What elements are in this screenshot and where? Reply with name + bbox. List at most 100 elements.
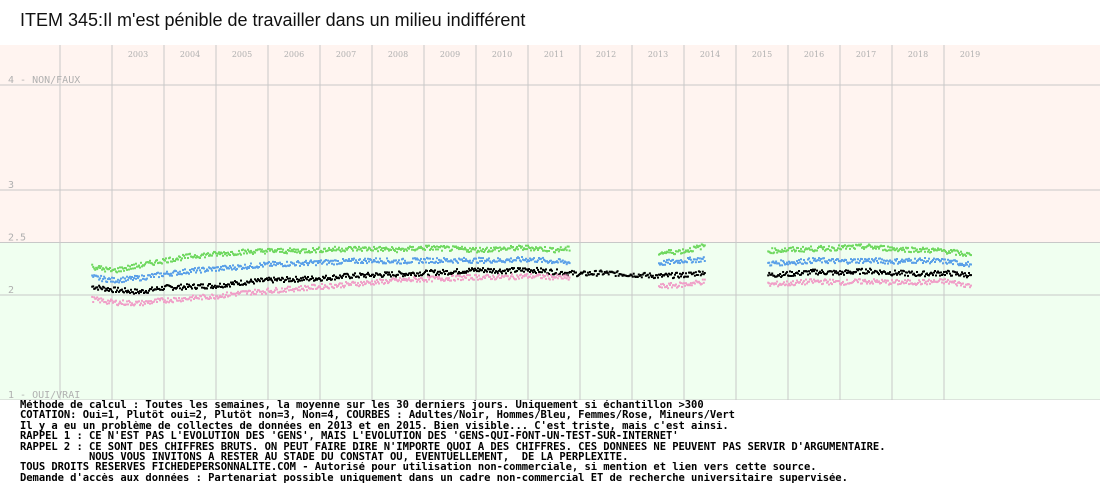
data-point-adultes bbox=[435, 274, 437, 276]
data-point-adultes bbox=[847, 269, 849, 272]
data-point-mineurs bbox=[434, 246, 436, 249]
data-point-hommes bbox=[429, 257, 431, 260]
data-point-mineurs bbox=[882, 249, 884, 252]
data-point-hommes bbox=[854, 258, 856, 261]
data-point-femmes bbox=[535, 275, 537, 278]
data-point-mineurs bbox=[964, 253, 966, 256]
data-point-mineurs bbox=[390, 249, 392, 251]
data-point-mineurs bbox=[153, 263, 155, 266]
data-point-mineurs bbox=[667, 251, 669, 254]
data-point-mineurs bbox=[295, 248, 297, 251]
data-point-mineurs bbox=[965, 254, 967, 257]
note-rappel-1: RAPPEL 1 : CE N'EST PAS L'EVOLUTION DES … bbox=[20, 431, 679, 442]
data-point-adultes bbox=[539, 271, 541, 274]
data-point-hommes bbox=[211, 269, 213, 272]
data-point-hommes bbox=[138, 275, 140, 278]
data-point-femmes bbox=[415, 278, 417, 280]
data-point-hommes bbox=[663, 259, 665, 262]
data-point-hommes bbox=[457, 261, 459, 264]
data-point-femmes bbox=[100, 297, 103, 300]
data-point-mineurs bbox=[352, 249, 354, 252]
data-point-hommes bbox=[150, 276, 152, 278]
data-point-femmes bbox=[377, 280, 379, 283]
x-tick-label: 2008 bbox=[388, 50, 408, 59]
data-point-hommes bbox=[165, 272, 167, 275]
data-point-adultes bbox=[118, 290, 120, 293]
data-point-mineurs bbox=[376, 247, 378, 250]
data-point-hommes bbox=[948, 261, 950, 264]
data-point-femmes bbox=[296, 287, 298, 290]
data-point-hommes bbox=[895, 259, 897, 262]
data-point-adultes bbox=[786, 271, 788, 274]
data-point-adultes bbox=[477, 267, 479, 270]
data-point-femmes bbox=[778, 283, 781, 286]
data-point-adultes bbox=[636, 276, 639, 278]
data-point-femmes bbox=[828, 283, 830, 286]
data-point-adultes bbox=[376, 272, 378, 275]
data-point-hommes bbox=[183, 272, 185, 274]
data-point-adultes bbox=[632, 272, 635, 275]
data-point-adultes bbox=[692, 271, 695, 274]
x-tick-label: 2012 bbox=[596, 50, 616, 59]
data-point-adultes bbox=[104, 289, 107, 292]
data-point-adultes bbox=[321, 279, 323, 282]
data-point-hommes bbox=[360, 261, 362, 264]
data-point-hommes bbox=[940, 259, 942, 262]
data-point-femmes bbox=[930, 279, 932, 282]
data-point-hommes bbox=[887, 262, 889, 265]
data-point-femmes bbox=[546, 273, 548, 276]
data-point-femmes bbox=[95, 297, 98, 300]
data-point-femmes bbox=[229, 294, 231, 297]
data-point-hommes bbox=[897, 262, 899, 265]
data-point-hommes bbox=[111, 276, 113, 279]
data-point-hommes bbox=[270, 262, 272, 265]
data-point-mineurs bbox=[801, 250, 803, 253]
data-point-adultes bbox=[135, 292, 137, 294]
data-point-mineurs bbox=[99, 267, 102, 269]
data-point-hommes bbox=[775, 260, 778, 263]
data-point-hommes bbox=[137, 276, 139, 279]
data-point-hommes bbox=[493, 259, 495, 262]
data-point-hommes bbox=[398, 259, 400, 262]
data-point-femmes bbox=[817, 279, 819, 282]
data-point-adultes bbox=[222, 286, 224, 289]
data-point-hommes bbox=[170, 272, 172, 275]
data-point-femmes bbox=[434, 277, 436, 280]
data-point-adultes bbox=[544, 270, 546, 273]
data-point-femmes bbox=[140, 302, 142, 305]
data-point-femmes bbox=[925, 280, 927, 283]
data-point-mineurs bbox=[291, 248, 293, 251]
data-point-mineurs bbox=[397, 248, 399, 251]
data-point-mineurs bbox=[421, 247, 423, 250]
data-point-mineurs bbox=[439, 246, 441, 249]
data-point-mineurs bbox=[428, 244, 430, 247]
data-point-femmes bbox=[192, 294, 194, 297]
data-point-hommes bbox=[555, 260, 558, 263]
data-point-hommes bbox=[825, 261, 827, 264]
data-point-adultes bbox=[858, 268, 860, 271]
data-point-hommes bbox=[199, 269, 201, 272]
data-point-hommes bbox=[312, 261, 314, 264]
data-point-adultes bbox=[273, 276, 275, 279]
data-point-femmes bbox=[203, 294, 205, 297]
data-point-adultes bbox=[833, 269, 835, 272]
data-point-femmes bbox=[510, 275, 512, 278]
data-point-mineurs bbox=[842, 246, 844, 249]
data-point-mineurs bbox=[425, 244, 427, 247]
data-point-mineurs bbox=[266, 250, 268, 253]
data-point-hommes bbox=[229, 265, 231, 267]
data-point-femmes bbox=[870, 281, 872, 284]
data-point-adultes bbox=[467, 270, 469, 273]
data-point-femmes bbox=[943, 282, 945, 285]
data-point-hommes bbox=[321, 262, 323, 265]
data-point-femmes bbox=[208, 298, 210, 300]
data-point-hommes bbox=[243, 267, 245, 270]
data-point-hommes bbox=[217, 266, 219, 269]
data-point-femmes bbox=[799, 281, 801, 284]
data-point-adultes bbox=[534, 270, 536, 273]
data-point-femmes bbox=[884, 279, 886, 282]
data-point-hommes bbox=[817, 259, 819, 262]
data-point-mineurs bbox=[483, 251, 485, 253]
data-point-femmes bbox=[541, 277, 543, 280]
data-point-mineurs bbox=[109, 267, 111, 269]
